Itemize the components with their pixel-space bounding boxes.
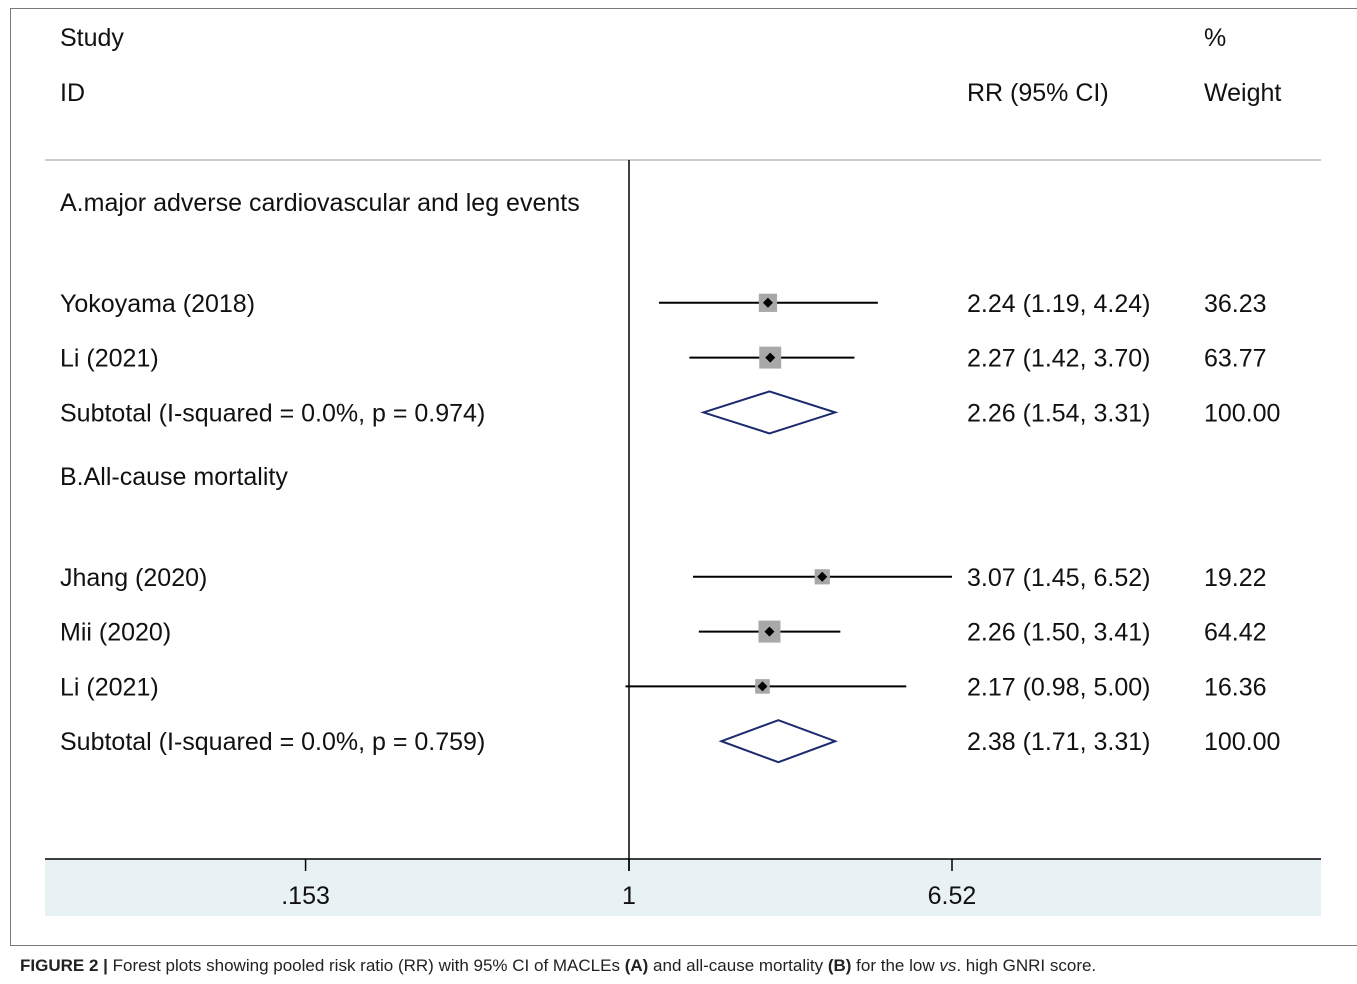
figure-caption: FIGURE 2 | Forest plots showing pooled r… (20, 956, 1350, 976)
caption-text-3: for the low (851, 956, 940, 975)
ci-text-8: 2.17 (0.98, 5.00) (967, 673, 1150, 701)
group-label-5: B.All-cause mortality (60, 463, 288, 491)
ci-text-7: 2.26 (1.50, 3.41) (967, 619, 1150, 647)
header-study: Study (60, 24, 124, 52)
pooled-diamond-9 (718, 719, 839, 764)
point-estimate-7 (764, 626, 775, 637)
ci-text-1: 2.24 (1.19, 4.24) (967, 290, 1150, 318)
point-estimate-8 (757, 681, 768, 692)
caption-text-1: Forest plots showing pooled risk ratio (… (107, 956, 625, 975)
caption-text-4: . high GNRI score. (956, 956, 1097, 975)
ci-text-6: 3.07 (1.45, 6.52) (967, 564, 1150, 592)
weight-text-2: 63.77 (1204, 345, 1267, 373)
group-label-0: A.major adverse cardiovascular and leg e… (60, 189, 580, 217)
pooled-diamond-3 (700, 390, 839, 435)
header-rr-ci: RR (95% CI) (967, 79, 1109, 107)
weight-text-7: 64.42 (1204, 619, 1267, 647)
axis-background (45, 859, 1321, 916)
study-label-7: Mii (2020) (60, 619, 171, 647)
study-label-1: Yokoyama (2018) (60, 290, 255, 318)
study-label-6: Jhang (2020) (60, 564, 207, 592)
weight-text-6: 19.22 (1204, 564, 1267, 592)
header-percent: % (1204, 24, 1226, 52)
point-estimate-2 (765, 352, 776, 363)
weight-text-9: 100.00 (1204, 728, 1280, 756)
caption-bold-b: (B) (827, 956, 852, 975)
weight-text-8: 16.36 (1204, 673, 1267, 701)
caption-figure-label: FIGURE 2 | (20, 956, 108, 975)
caption-bold-a: (A) (624, 956, 649, 975)
x-tick-label-2: 6.52 (928, 882, 977, 910)
forest-plot: Study ID RR (95% CI)% Weight .153 1 6.52 A.majo… (45, 24, 1321, 916)
study-label-8: Li (2021) (60, 673, 159, 701)
caption-text-2: and all-cause mortality (648, 956, 828, 975)
header-weight: Weight (1204, 79, 1281, 107)
ci-text-3: 2.26 (1.54, 3.31) (967, 399, 1150, 427)
caption-italic-vs: vs (939, 956, 957, 975)
subtotal-label-9: Subtotal (I-squared = 0.0%, p = 0.759) (60, 728, 485, 756)
x-tick-label-0: .153 (281, 882, 330, 910)
point-estimate-1 (762, 297, 773, 308)
x-tick-label-1: 1 (622, 882, 636, 910)
forest-plot-frame: Study ID RR (95% CI)% Weight .153 1 6.52 A.majo… (10, 8, 1357, 946)
header-id: ID (60, 79, 85, 107)
weight-text-1: 36.23 (1204, 290, 1267, 318)
ci-text-9: 2.38 (1.71, 3.31) (967, 728, 1150, 756)
ci-text-2: 2.27 (1.42, 3.70) (967, 345, 1150, 373)
point-estimate-6 (817, 571, 828, 582)
subtotal-label-3: Subtotal (I-squared = 0.0%, p = 0.974) (60, 399, 485, 427)
study-label-2: Li (2021) (60, 345, 159, 373)
weight-text-3: 100.00 (1204, 399, 1280, 427)
